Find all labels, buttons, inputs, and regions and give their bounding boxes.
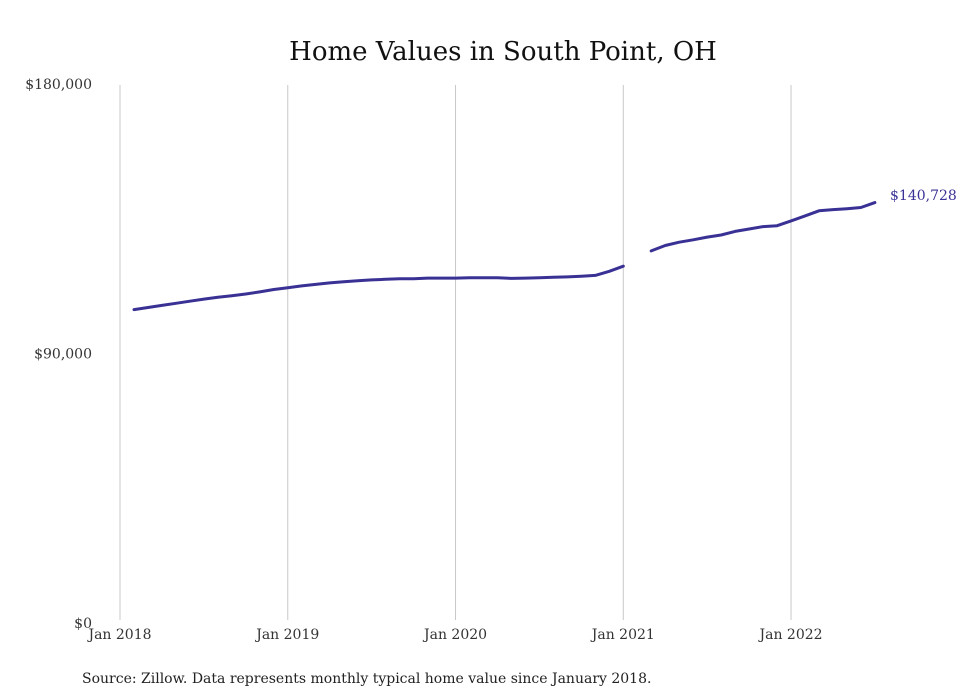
x-tick-label: Jan 2022 (758, 627, 823, 643)
series-line-segment-1 (649, 201, 877, 253)
series-line-segment-0 (132, 264, 625, 312)
y-tick-label: $0 (74, 616, 92, 632)
series-home-values (132, 201, 877, 312)
gridlines (119, 85, 792, 620)
y-tick-label: $90,000 (34, 347, 92, 363)
x-tick-label: Jan 2018 (86, 627, 151, 643)
x-tick-label: Jan 2021 (590, 627, 655, 643)
x-tick-label: Jan 2019 (254, 627, 319, 643)
y-tick-label: $180,000 (25, 77, 92, 93)
y-axis-ticks: $0 $90,000 $180,000 (25, 77, 92, 632)
end-value-label: $140,728 (890, 188, 957, 204)
x-tick-label: Jan 2020 (422, 627, 487, 643)
x-axis-ticks: Jan 2018 Jan 2019 Jan 2020 Jan 2021 Jan 2022 (86, 627, 822, 643)
source-note: Source: Zillow. Data represents monthly … (82, 671, 651, 687)
chart-title: Home Values in South Point, OH (289, 37, 717, 67)
